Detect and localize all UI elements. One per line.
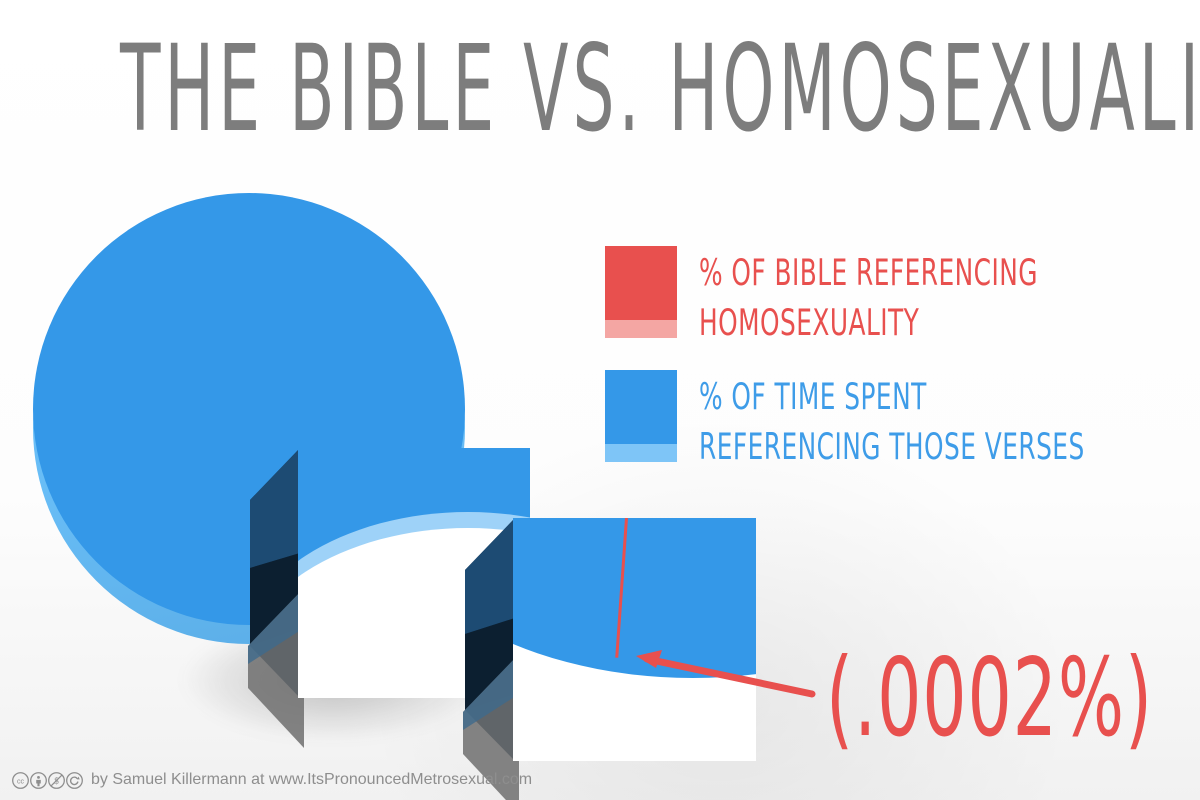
cc-nd-icon [66,771,83,789]
cc-by-icon [30,771,47,789]
crop-bevel-left-3 [465,518,515,761]
legend-label-line-1: % OF TIME SPENT [699,376,927,419]
pie-chart-3d [33,190,483,740]
legend-label-line-1: % OF BIBLE REFERENCING [699,252,1038,295]
legend-swatch-blue-base [605,444,677,462]
legend-swatch-red-top [605,246,677,320]
legend-label-line-2: HOMOSEXUALITY [699,302,920,345]
legend-swatch-red [605,246,677,338]
crop-face-3 [513,518,756,761]
legend-item-time-spent[interactable]: % OF TIME SPENT REFERENCING THOSE VERSES [605,370,1125,469]
svg-text:cc: cc [17,777,25,785]
creative-commons-badges: cc $ [12,771,84,789]
legend-item-bible-referencing[interactable]: % OF BIBLE REFERENCING HOMOSEXUALITY [605,246,1125,345]
cc-icon: cc [12,771,29,789]
chart-legend: % OF BIBLE REFERENCING HOMOSEXUALITY % O… [605,246,1125,494]
annotation-value: (.0002%) [826,636,1154,761]
legend-swatch-blue-top [605,370,677,444]
crop-bevel-left-2 [250,448,300,698]
footer-credit-bar: cc $ by Samuel Killermann at www.ItsPron… [12,770,532,790]
callout-arrow [636,650,816,698]
legend-swatch-blue [605,370,677,462]
page-title: THE BIBLE VS. HOMOSEXUALITY [120,19,1200,159]
legend-label-time-spent: % OF TIME SPENT REFERENCING THOSE VERSES [699,370,1085,472]
legend-label-bible-referencing: % OF BIBLE REFERENCING HOMOSEXUALITY [699,246,1038,348]
legend-label-line-2: REFERENCING THOSE VERSES [699,426,1085,469]
footer-credit-text: by Samuel Killermann at www.ItsPronounce… [91,771,533,788]
cc-nc-icon: $ [48,771,65,789]
legend-swatch-red-base [605,320,677,338]
